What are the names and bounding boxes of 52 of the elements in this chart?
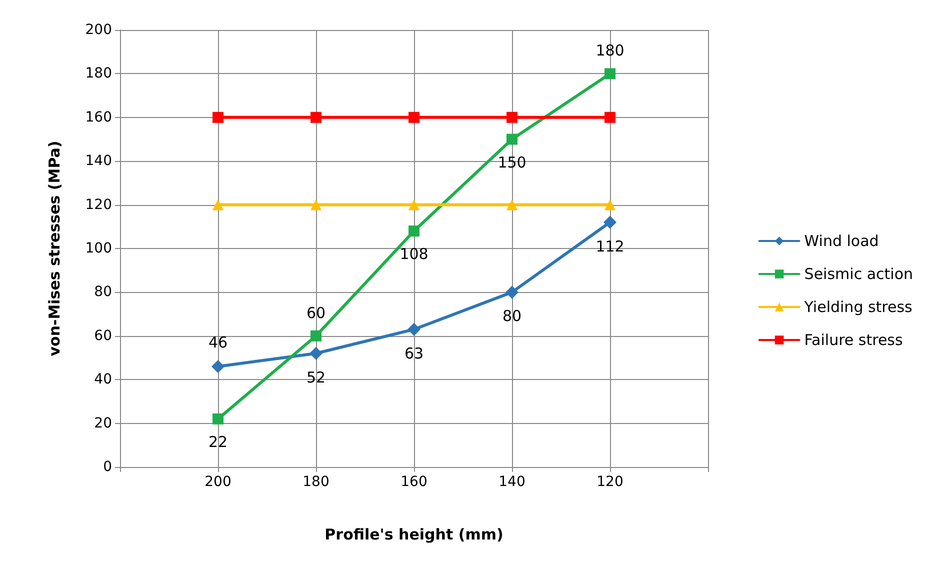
legend-label: Failure stress	[804, 331, 903, 349]
point	[408, 226, 420, 237]
point	[604, 199, 616, 210]
data-label: 22	[208, 432, 228, 451]
point	[212, 360, 224, 373]
data-label: 150	[498, 153, 526, 172]
y-tick-label: 80	[94, 284, 112, 300]
y-tick-label: 40	[94, 372, 112, 388]
y-tick-label: 160	[85, 109, 112, 126]
point	[506, 134, 518, 145]
point	[310, 346, 322, 360]
point	[506, 199, 518, 210]
y-tick-label: 140	[85, 153, 112, 170]
data-label: 112	[596, 237, 624, 256]
y-tick-label: 120	[85, 196, 112, 213]
legend-label: Wind load	[804, 232, 879, 250]
point	[310, 330, 322, 342]
y-axis-title: von-Mises stresses (MPa)	[46, 140, 64, 356]
point	[604, 68, 616, 80]
data-label: 52	[306, 368, 326, 386]
legend-label: Yielding stress	[803, 298, 913, 316]
data-label: 108	[400, 245, 428, 264]
x-axis-title: Profile's height (mm)	[324, 526, 504, 544]
point	[408, 322, 420, 336]
x-tick-label: 200	[204, 474, 232, 490]
y-tick-label: 60	[94, 328, 112, 344]
point	[310, 199, 322, 210]
y-tick-label: 200	[85, 22, 112, 38]
data-label: 63	[404, 344, 424, 362]
point	[604, 112, 616, 123]
point	[212, 413, 224, 424]
y-tick-label: 180	[85, 66, 112, 82]
legend-label: Seismic action	[804, 265, 914, 283]
data-label: 60	[306, 304, 326, 322]
point	[212, 199, 224, 210]
data-label: 80	[502, 307, 522, 326]
point	[506, 112, 518, 123]
point	[506, 286, 518, 299]
point	[212, 112, 224, 123]
point	[408, 112, 420, 123]
x-tick-label: 140	[498, 474, 526, 490]
point	[604, 216, 616, 229]
y-tick-label: 20	[94, 415, 112, 432]
x-tick-label: 120	[596, 474, 624, 490]
x-tick-label: 180	[302, 474, 330, 490]
point	[408, 199, 420, 210]
x-tick-label: 160	[400, 474, 428, 490]
y-tick-label: 100	[85, 240, 112, 256]
data-label: 180	[596, 42, 624, 60]
y-tick-label: 0	[103, 459, 112, 475]
data-label: 46	[208, 333, 228, 352]
point	[310, 112, 322, 123]
